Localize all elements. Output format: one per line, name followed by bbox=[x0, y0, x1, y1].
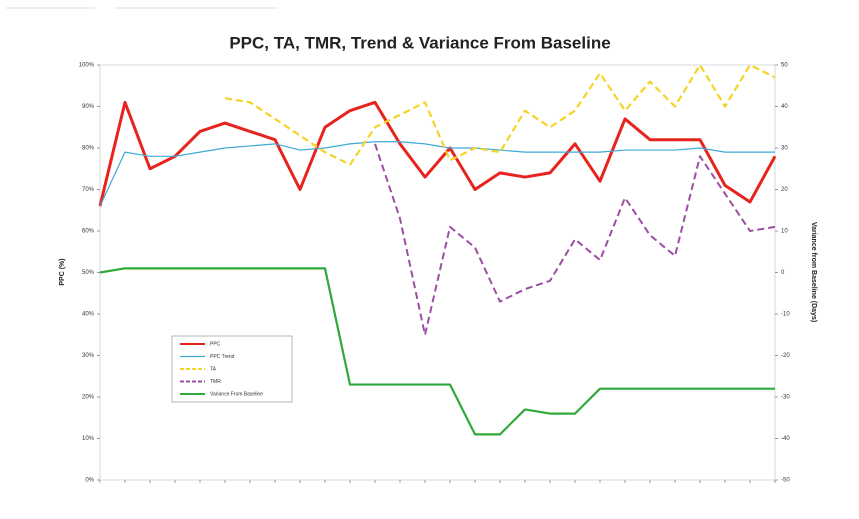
y2-tick-label: 40 bbox=[781, 104, 788, 110]
y2-tick-label: 10 bbox=[781, 229, 788, 235]
y-tick-label: 60% bbox=[82, 229, 95, 235]
y-tick-label: 70% bbox=[82, 187, 95, 193]
y-tick-label: 40% bbox=[82, 312, 95, 318]
legend-label: Variance From Baseline bbox=[210, 391, 263, 397]
legend-label: TA bbox=[210, 366, 217, 372]
y2-tick-label: 50 bbox=[781, 63, 788, 69]
y2-tick-label: -10 bbox=[781, 312, 790, 318]
y2-axis-title: Variance from Baseline (Days) bbox=[810, 222, 817, 322]
y-tick-label: 100% bbox=[79, 63, 95, 69]
y-tick-label: 90% bbox=[82, 104, 95, 110]
y2-tick-label: -20 bbox=[781, 353, 790, 359]
y-tick-label: 50% bbox=[82, 270, 95, 276]
y-tick-label: 10% bbox=[82, 436, 95, 442]
y-tick-label: 80% bbox=[82, 146, 95, 152]
legend-label: TMR bbox=[210, 379, 221, 385]
y2-tick-label: 0 bbox=[781, 270, 785, 276]
series-line bbox=[374, 143, 776, 336]
y2-tick-label: -40 bbox=[781, 436, 790, 442]
plot-frame bbox=[99, 64, 776, 481]
y2-tick-label: 30 bbox=[781, 146, 788, 152]
legend-label: PPC Trend bbox=[210, 354, 235, 360]
y-axis-title: PPC (%) bbox=[59, 258, 66, 285]
series-line bbox=[98, 100, 777, 207]
series-line bbox=[99, 141, 775, 207]
y-tick-label: 20% bbox=[82, 395, 95, 401]
series-line bbox=[99, 267, 775, 436]
y-tick-label: 30% bbox=[82, 353, 95, 359]
chart-title: PPC, TA, TMR, Trend & Variance From Base… bbox=[229, 33, 610, 52]
y2-tick-label: -50 bbox=[781, 478, 790, 484]
y2-tick-label: -30 bbox=[781, 395, 790, 401]
legend-label: PPC bbox=[210, 341, 221, 347]
series-line bbox=[224, 63, 776, 166]
y2-tick-label: 20 bbox=[781, 187, 788, 193]
y-tick-label: 0% bbox=[85, 478, 94, 484]
